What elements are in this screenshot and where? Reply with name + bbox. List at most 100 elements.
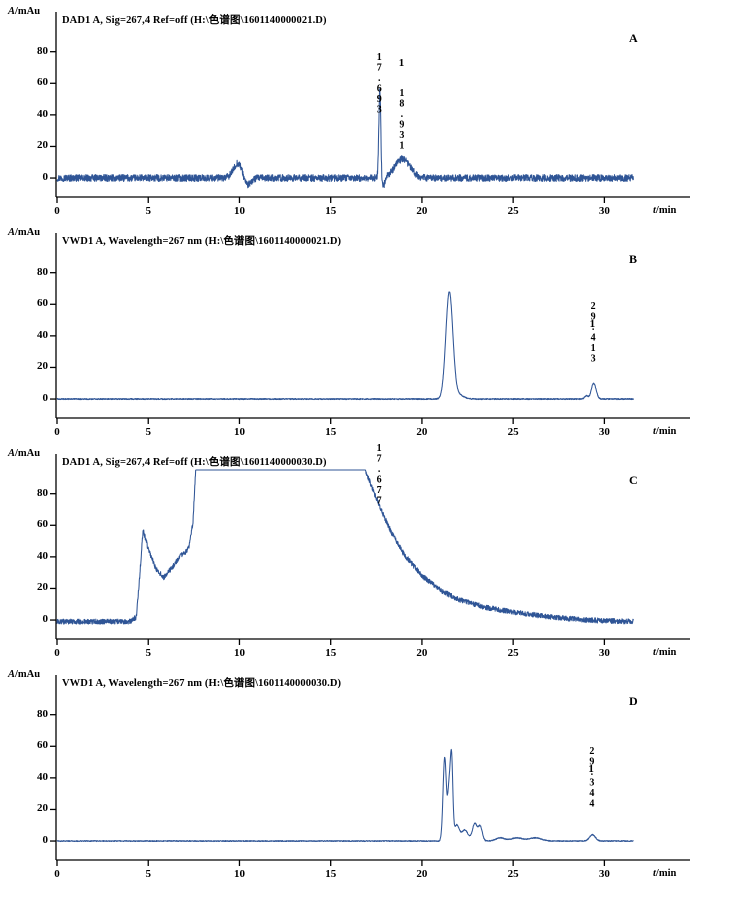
- x-tick-label: 15: [325, 205, 337, 217]
- x-tick-label: 30: [598, 647, 610, 659]
- x-tick-label: 10: [233, 647, 245, 659]
- x-axis-label: t/min: [653, 205, 676, 216]
- chromatogram-trace: [56, 748, 634, 843]
- y-axis-label-unit: /mAu: [15, 6, 41, 17]
- panel-title: DAD1 A, Sig=267,4 Ref=off (H:\色谱图\160114…: [62, 457, 327, 468]
- chromatogram-panel-a: DAD1 A, Sig=267,4 Ref=off (H:\色谱图\160114…: [0, 0, 738, 227]
- x-tick-label: 20: [416, 868, 428, 880]
- panel-plot-a: [50, 12, 690, 203]
- y-tick-label: 20: [37, 360, 48, 373]
- axis-group: [50, 12, 690, 203]
- x-axis-label-unit: /min: [655, 647, 677, 658]
- x-axis-label-symbol: t: [653, 426, 656, 437]
- peak-retention-time-label: 17.693: [373, 51, 385, 115]
- panel-letter-a: A: [629, 31, 638, 45]
- panel-plot-c: [50, 454, 690, 645]
- x-axis-label: t/min: [653, 426, 676, 437]
- panel-plot-d: [50, 675, 690, 866]
- x-tick-label: 10: [233, 426, 245, 438]
- x-tick-label: 20: [416, 426, 428, 438]
- x-tick-label: 5: [145, 647, 151, 659]
- y-tick-label: 20: [37, 139, 48, 152]
- y-tick-label: 60: [37, 518, 48, 531]
- x-tick-label: 20: [416, 205, 428, 217]
- peak-retention-time-label: 17.677: [373, 443, 385, 507]
- panel-title: VWD1 A, Wavelength=267 nm (H:\色谱图\160114…: [62, 236, 342, 247]
- x-tick-label: 25: [507, 426, 519, 438]
- x-tick-label: 30: [598, 868, 610, 880]
- peak-retention-time-label: 18.931: [396, 88, 408, 152]
- x-tick-label: 15: [325, 647, 337, 659]
- peak-number-label: 1: [588, 762, 594, 775]
- x-tick-label: 5: [145, 205, 151, 217]
- x-axis-label-symbol: t: [653, 868, 656, 879]
- x-tick-label: 0: [54, 205, 60, 217]
- panel-letter-b: B: [629, 252, 638, 266]
- y-axis-label: A/mAu: [8, 6, 40, 17]
- y-tick-label: 0: [42, 613, 49, 626]
- axis-group: [50, 675, 690, 866]
- x-tick-label: 15: [325, 868, 337, 880]
- axis-group: [50, 233, 690, 424]
- axis-group: [50, 454, 690, 645]
- x-axis-label-symbol: t: [653, 647, 656, 658]
- x-tick-label: 25: [507, 868, 519, 880]
- x-axis-label: t/min: [653, 647, 676, 658]
- y-axis-label-symbol: A: [8, 669, 16, 680]
- x-tick-label: 5: [145, 426, 151, 438]
- peak-retention-time-label: 29.413: [587, 301, 599, 365]
- peak-number-label: 1: [398, 57, 405, 70]
- y-tick-label: 80: [37, 486, 48, 499]
- y-tick-label: 40: [37, 328, 48, 341]
- y-tick-label: 60: [37, 76, 48, 89]
- y-axis-label-unit: /mAu: [15, 227, 41, 238]
- y-tick-label: 20: [37, 581, 48, 594]
- x-tick-label: 10: [233, 205, 245, 217]
- x-axis-label: t/min: [653, 868, 676, 879]
- y-tick-label: 40: [37, 549, 48, 562]
- x-axis-label-unit: /min: [655, 205, 677, 216]
- y-axis-label-symbol: A: [8, 448, 16, 459]
- panel-title: DAD1 A, Sig=267,4 Ref=off (H:\色谱图\160114…: [62, 15, 327, 26]
- y-tick-label: 80: [37, 265, 48, 278]
- chromatogram-trace: [56, 88, 634, 189]
- y-tick-label: 0: [42, 392, 49, 405]
- x-tick-label: 30: [598, 205, 610, 217]
- x-tick-label: 25: [507, 647, 519, 659]
- x-tick-label: 0: [54, 647, 60, 659]
- chromatogram-trace: [56, 469, 634, 625]
- chromatogram-panel-c: DAD1 A, Sig=267,4 Ref=off (H:\色谱图\160114…: [0, 442, 738, 669]
- chromatogram-trace: [56, 291, 634, 401]
- x-tick-label: 0: [54, 426, 60, 438]
- x-axis-label-symbol: t: [653, 205, 656, 216]
- y-tick-label: 60: [37, 297, 48, 310]
- y-axis-label: A/mAu: [8, 227, 40, 238]
- peak-retention-time-label: 29.344: [586, 746, 598, 810]
- y-tick-label: 40: [37, 107, 48, 120]
- y-axis-label-symbol: A: [8, 227, 16, 238]
- y-tick-label: 20: [37, 802, 48, 815]
- y-tick-label: 0: [42, 834, 49, 847]
- y-axis-label-unit: /mAu: [15, 669, 41, 680]
- y-axis-label-symbol: A: [8, 6, 16, 17]
- panel-letter-c: C: [629, 473, 638, 487]
- y-axis-label: A/mAu: [8, 448, 40, 459]
- x-tick-label: 10: [233, 868, 245, 880]
- x-tick-label: 5: [145, 868, 151, 880]
- chromatogram-panel-b: VWD1 A, Wavelength=267 nm (H:\色谱图\160114…: [0, 221, 738, 448]
- x-tick-label: 15: [325, 426, 337, 438]
- y-tick-label: 80: [37, 707, 48, 720]
- y-axis-label-unit: /mAu: [15, 448, 41, 459]
- y-tick-label: 40: [37, 770, 48, 783]
- x-axis-label-unit: /min: [655, 868, 677, 879]
- y-axis-label: A/mAu: [8, 669, 40, 680]
- chromatogram-panel-d: VWD1 A, Wavelength=267 nm (H:\色谱图\160114…: [0, 663, 738, 890]
- x-tick-label: 25: [507, 205, 519, 217]
- panel-letter-d: D: [629, 694, 638, 708]
- x-tick-label: 20: [416, 647, 428, 659]
- y-tick-label: 60: [37, 739, 48, 752]
- y-tick-label: 80: [37, 44, 48, 57]
- peak-number-label: 1: [589, 317, 596, 330]
- y-tick-label: 0: [42, 171, 49, 184]
